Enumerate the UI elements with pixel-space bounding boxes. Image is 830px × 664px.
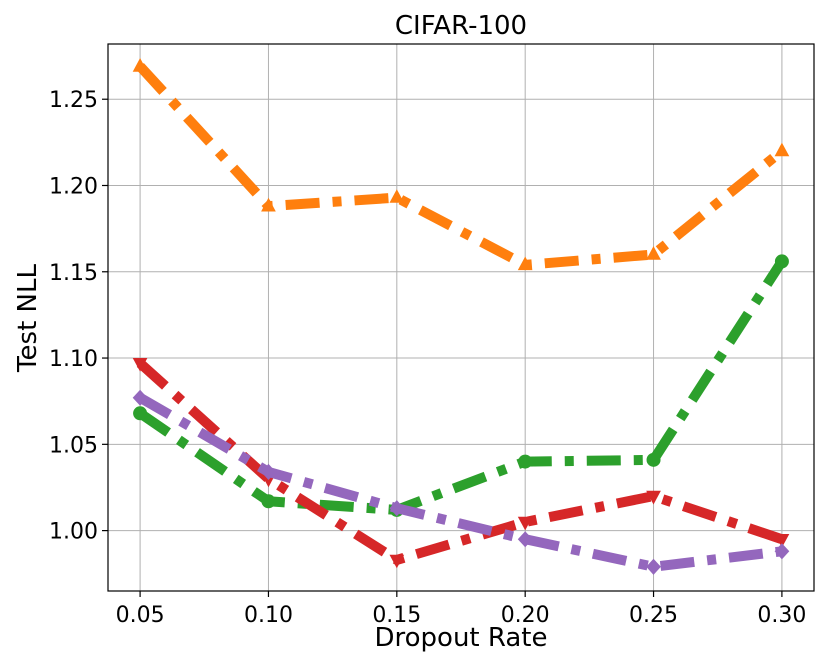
data-point [774,142,790,157]
x-tick-label: 0.25 [629,603,678,628]
x-tick-label: 0.30 [757,603,806,628]
y-tick-label: 1.20 [49,174,98,199]
data-point [517,256,533,271]
data-point [774,534,790,548]
x-tick-label: 0.15 [372,603,421,628]
y-tick-label: 1.00 [49,520,98,545]
series-line [137,393,783,572]
data-point [133,406,148,421]
data-point [646,246,661,260]
data-point [261,463,276,480]
y-axis-label: Test NLL [13,264,43,373]
data-point [646,558,661,575]
x-axis-label: Dropout Rate [374,623,547,653]
series-3 [132,358,790,569]
data-point [261,494,276,509]
data-point [261,197,276,212]
x-axis: 0.05 0.10 0.15 0.20 0.25 0.30 [116,591,806,628]
y-tick-label: 1.05 [49,433,98,458]
y-tick-label: 1.10 [49,347,98,372]
data-point [389,554,405,569]
series-4 [132,389,790,575]
data-point [389,500,405,517]
data-point [132,58,148,72]
series-line [136,63,786,270]
x-tick-label: 0.05 [116,603,165,628]
data-point [646,452,661,467]
grid [108,44,814,591]
series-2 [133,254,789,517]
data-point [132,358,148,372]
y-axis: 1.00 1.05 1.10 1.15 1.20 1.25 [49,88,108,545]
series-layer [132,58,790,575]
data-point [389,189,405,203]
data-point [132,389,148,406]
series-line [137,258,787,515]
data-point [517,516,533,531]
chart-title: CIFAR-100 [395,11,527,41]
y-tick-label: 1.25 [49,88,98,113]
data-point [774,543,790,560]
data-point [646,490,661,505]
y-tick-label: 1.15 [49,261,98,286]
data-point [774,254,789,269]
x-tick-label: 0.10 [244,603,293,628]
series-1 [132,58,790,271]
plot-frame [107,43,815,592]
data-point [517,531,533,548]
data-point [518,454,533,469]
x-tick-label: 0.20 [501,603,550,628]
